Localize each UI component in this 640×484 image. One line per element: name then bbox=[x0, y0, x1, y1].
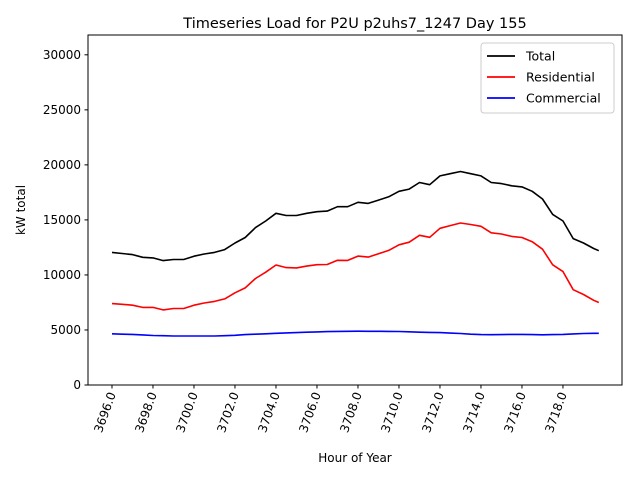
x-tick-label: 3712.0 bbox=[419, 390, 447, 434]
legend-label-residential: Residential bbox=[526, 70, 595, 85]
x-tick-label: 3698.0 bbox=[132, 390, 160, 434]
y-tick-label: 25000 bbox=[43, 103, 81, 117]
series-line-commercial bbox=[111, 330, 599, 337]
x-tick-label: 3714.0 bbox=[460, 390, 488, 434]
x-tick-label: 3710.0 bbox=[378, 390, 406, 434]
x-tick-label: 3700.0 bbox=[173, 390, 201, 434]
y-tick-label: 10000 bbox=[43, 268, 81, 282]
series-line-total bbox=[111, 170, 600, 262]
legend-label-total: Total bbox=[525, 49, 555, 64]
y-tick-label: 30000 bbox=[43, 48, 81, 62]
x-tick-label: 3718.0 bbox=[542, 390, 570, 434]
legend-label-commercial: Commercial bbox=[526, 91, 601, 106]
x-tick-label: 3708.0 bbox=[337, 390, 365, 434]
legend: Total Residential Commercial bbox=[480, 42, 615, 114]
y-axis-label: kW total bbox=[14, 185, 28, 235]
series-layer bbox=[111, 170, 600, 337]
x-tick-label: 3704.0 bbox=[255, 390, 283, 434]
legend-box bbox=[480, 42, 615, 114]
x-tick-label: 3702.0 bbox=[214, 390, 242, 434]
x-tick-label: 3696.0 bbox=[91, 390, 119, 434]
y-tick-label: 15000 bbox=[43, 213, 81, 227]
x-axis-label: Hour of Year bbox=[318, 451, 392, 465]
y-tick-label: 20000 bbox=[43, 158, 81, 172]
x-tick-label: 3716.0 bbox=[501, 390, 529, 434]
x-tick-label: 3706.0 bbox=[296, 390, 324, 434]
series-line-residential bbox=[111, 222, 600, 311]
y-tick-label: 0 bbox=[73, 378, 81, 392]
chart-title: Timeseries Load for P2U p2uhs7_1247 Day … bbox=[182, 16, 526, 32]
plot-frame bbox=[87, 34, 623, 386]
y-tick-label: 5000 bbox=[50, 323, 81, 337]
